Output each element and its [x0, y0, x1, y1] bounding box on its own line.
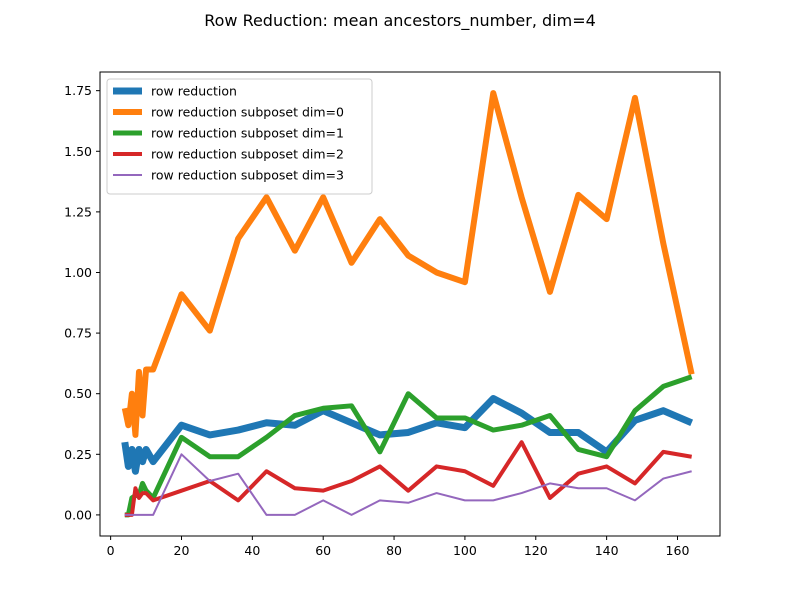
x-tick-label: 120 — [524, 543, 548, 558]
legend-box — [106, 78, 373, 195]
series-layer — [121, 90, 695, 518]
y-tick-label: 0.50 — [64, 386, 92, 401]
x-tick-label: 80 — [386, 543, 402, 558]
x-tick-label: 100 — [453, 543, 477, 558]
x-tick-label: 160 — [666, 543, 690, 558]
x-tick-label: 0 — [107, 543, 115, 558]
legend: row reduction row reduction subposet dim=… — [106, 78, 373, 195]
x-tick-label: 140 — [595, 543, 619, 558]
y-tick-label: 1.50 — [64, 144, 92, 159]
series-line-1 — [121, 90, 695, 438]
y-tick-label: 0.25 — [64, 447, 92, 462]
x-tick-label: 60 — [315, 543, 331, 558]
legend-label-0: row reduction — [151, 84, 237, 99]
legend-label-4: row reduction subposet dim=3 — [151, 168, 344, 183]
series-line-2 — [124, 374, 693, 518]
y-tick-label: 1.75 — [64, 83, 92, 98]
y-tick-label: 1.25 — [64, 204, 92, 219]
legend-label-2: row reduction subposet dim=1 — [151, 126, 344, 141]
series-line-3 — [124, 440, 692, 517]
chart-title: Row Reduction: mean ancestors_number, di… — [204, 11, 596, 31]
y-tick-label: 0.00 — [64, 507, 92, 522]
axes-frame — [99, 71, 721, 537]
y-tick-label: 1.00 — [64, 265, 92, 280]
axes-layer: 0 20 40 60 80 100 120 140 160 0.00 0.25 0.50 0.75 1.0… — [64, 71, 721, 558]
x-tick-label: 20 — [174, 543, 190, 558]
legend-label-1: row reduction subposet dim=0 — [151, 105, 344, 120]
series-line-4 — [124, 453, 692, 516]
y-tick-label: 0.75 — [64, 326, 92, 341]
x-tick-label: 40 — [244, 543, 260, 558]
legend-label-3: row reduction subposet dim=2 — [151, 147, 344, 162]
